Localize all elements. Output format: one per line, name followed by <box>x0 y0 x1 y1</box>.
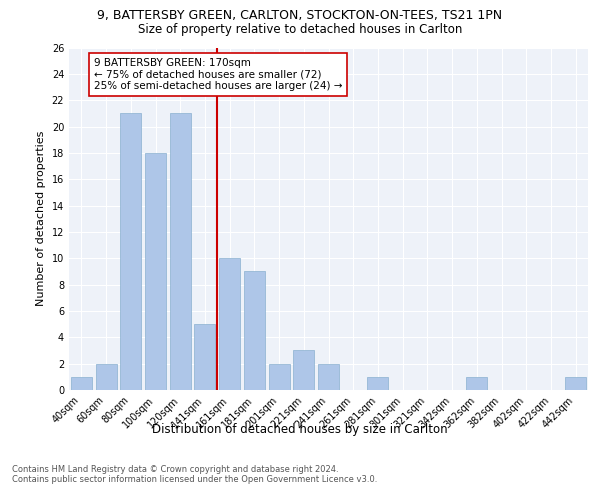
Text: Distribution of detached houses by size in Carlton: Distribution of detached houses by size … <box>152 422 448 436</box>
Text: 9 BATTERSBY GREEN: 170sqm
← 75% of detached houses are smaller (72)
25% of semi-: 9 BATTERSBY GREEN: 170sqm ← 75% of detac… <box>94 58 342 91</box>
Text: 9, BATTERSBY GREEN, CARLTON, STOCKTON-ON-TEES, TS21 1PN: 9, BATTERSBY GREEN, CARLTON, STOCKTON-ON… <box>97 9 503 22</box>
Bar <box>466 377 487 390</box>
Bar <box>269 364 290 390</box>
Bar <box>145 153 166 390</box>
Bar <box>293 350 314 390</box>
Bar <box>219 258 240 390</box>
Y-axis label: Number of detached properties: Number of detached properties <box>36 131 46 306</box>
Bar <box>367 377 388 390</box>
Bar <box>318 364 339 390</box>
Bar <box>565 377 586 390</box>
Bar <box>95 364 116 390</box>
Bar <box>244 272 265 390</box>
Bar <box>71 377 92 390</box>
Bar <box>170 114 191 390</box>
Text: Size of property relative to detached houses in Carlton: Size of property relative to detached ho… <box>138 22 462 36</box>
Bar <box>120 114 141 390</box>
Text: Contains HM Land Registry data © Crown copyright and database right 2024.
Contai: Contains HM Land Registry data © Crown c… <box>12 465 377 484</box>
Bar <box>194 324 215 390</box>
